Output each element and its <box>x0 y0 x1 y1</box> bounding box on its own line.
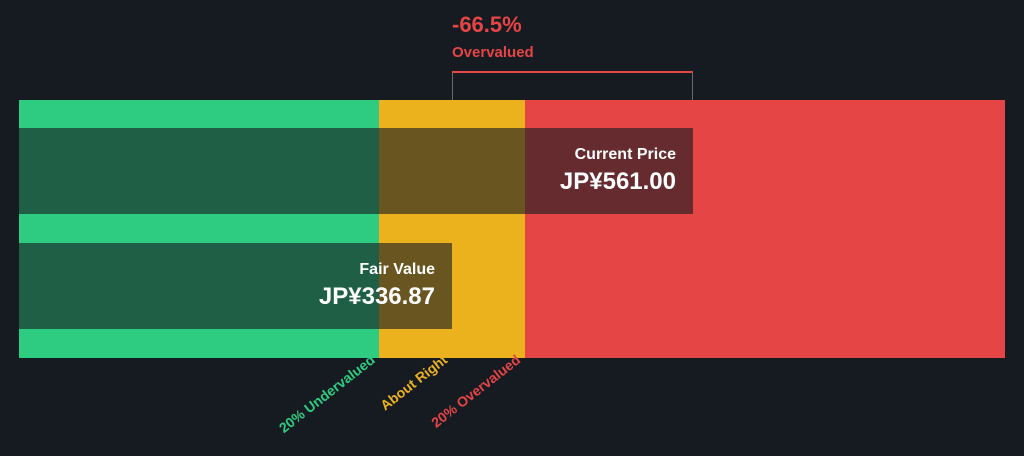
fair-value-bar <box>19 243 452 329</box>
label-about-right: About Right <box>377 351 450 414</box>
fair-value-label: Fair Value JP¥336.87 <box>319 261 435 311</box>
fair-value-title: Fair Value <box>359 261 435 278</box>
valuation-status: Overvalued <box>452 44 534 61</box>
current-price-value: JP¥561.00 <box>559 168 676 195</box>
label-undervalued: 20% Undervalued <box>276 351 378 436</box>
fair-value-value: JP¥336.87 <box>318 283 435 310</box>
current-price-bar <box>19 128 693 214</box>
current-price-label: Current Price JP¥561.00 <box>560 146 676 196</box>
current-price-title: Current Price <box>574 146 676 163</box>
difference-bracket <box>452 71 693 73</box>
valuation-percent: -66.5% <box>452 12 522 37</box>
